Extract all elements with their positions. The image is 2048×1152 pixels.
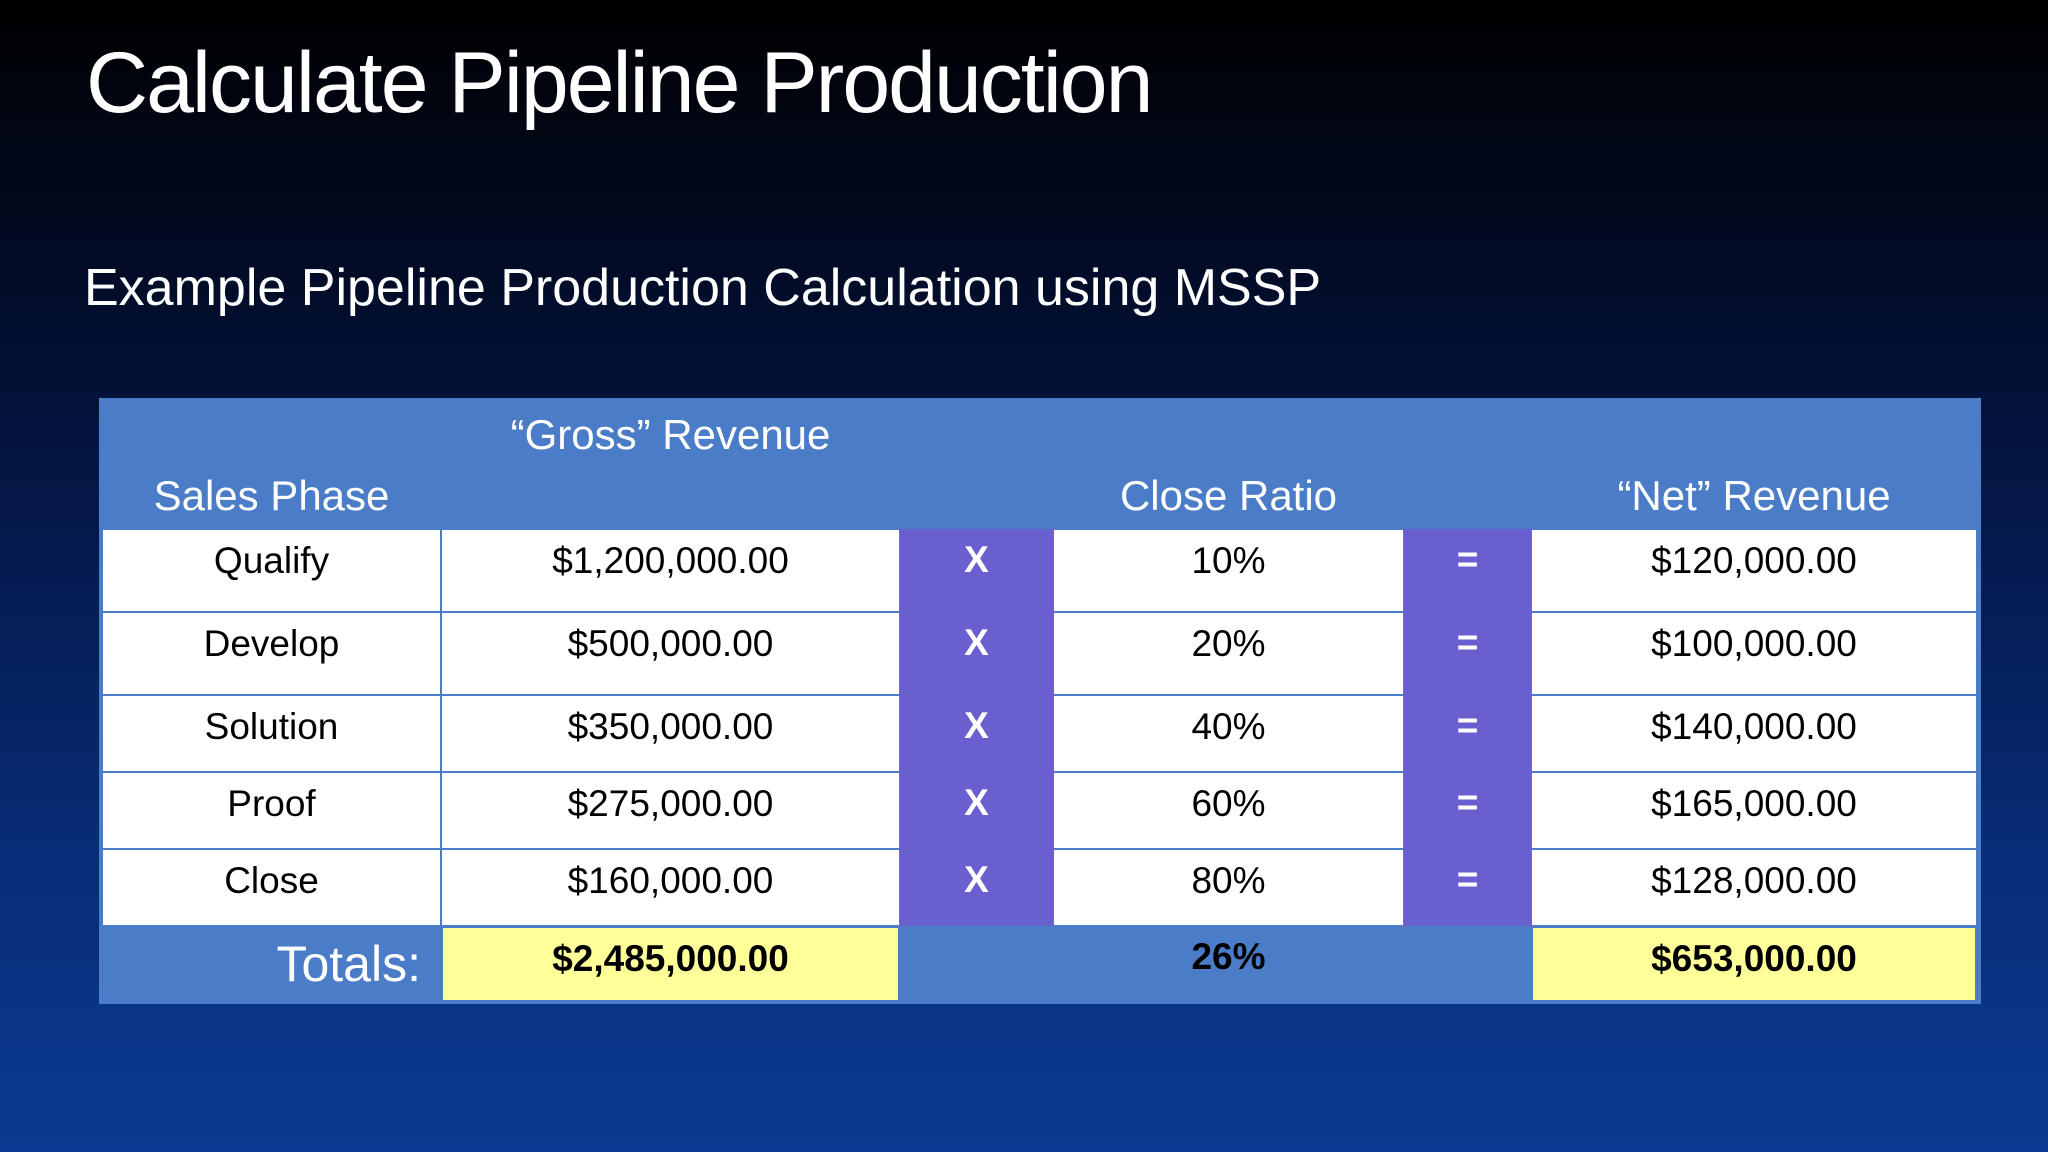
operator-cell: X bbox=[900, 849, 1053, 926]
table-cell: 80% bbox=[1053, 849, 1404, 926]
operator-cell: = bbox=[1404, 529, 1531, 612]
table-cell: Qualify bbox=[102, 529, 441, 612]
operator-cell: = bbox=[1404, 849, 1531, 926]
title: Calculate Pipeline Production bbox=[86, 35, 1153, 131]
header-cell: “Gross” Revenue bbox=[510, 411, 831, 458]
total-cell: $2,485,000.00 bbox=[441, 926, 900, 1002]
total-cell: $653,000.00 bbox=[1531, 926, 1977, 1002]
table-cell: $275,000.00 bbox=[441, 772, 900, 849]
table-cell: $500,000.00 bbox=[441, 612, 900, 695]
table-cell: $128,000.00 bbox=[1531, 849, 1977, 926]
table-cell: 60% bbox=[1053, 772, 1404, 849]
operator-cell: = bbox=[1404, 612, 1531, 695]
table-cell: $165,000.00 bbox=[1531, 772, 1977, 849]
table-cell: $100,000.00 bbox=[1531, 612, 1977, 695]
operator-cell: = bbox=[1404, 695, 1531, 772]
header-cell: Sales Phase bbox=[153, 472, 390, 519]
operator-cell: = bbox=[1404, 772, 1531, 849]
table-cell: 20% bbox=[1053, 612, 1404, 695]
table-cell: $1,200,000.00 bbox=[441, 529, 900, 612]
total-cell: 26% bbox=[1191, 936, 1266, 977]
table-cell: $140,000.00 bbox=[1531, 695, 1977, 772]
table-cell: Proof bbox=[102, 772, 441, 849]
table-cell: $350,000.00 bbox=[441, 695, 900, 772]
table-cell: Solution bbox=[102, 695, 441, 772]
operator-cell: X bbox=[900, 529, 1053, 612]
table-cell: 40% bbox=[1053, 695, 1404, 772]
totals-label: Totals: bbox=[276, 936, 421, 992]
operator-cell: X bbox=[900, 772, 1053, 849]
header-cell: Close Ratio bbox=[1119, 472, 1338, 519]
operator-cell: X bbox=[900, 612, 1053, 695]
table-cell: Close bbox=[102, 849, 441, 926]
table-cell: $160,000.00 bbox=[441, 849, 900, 926]
table: Sales Phase “Gross” Revenue Close Ratio “Ne… bbox=[99, 398, 1981, 1004]
operator-cell: X bbox=[900, 695, 1053, 772]
table-cell: 10% bbox=[1053, 529, 1404, 612]
table-cell: $120,000.00 bbox=[1531, 529, 1977, 612]
header-cell: “Net” Revenue bbox=[1617, 472, 1891, 519]
table-cell: Develop bbox=[102, 612, 441, 695]
subtitle: Example Pipeline Production Calculation … bbox=[84, 259, 1322, 317]
